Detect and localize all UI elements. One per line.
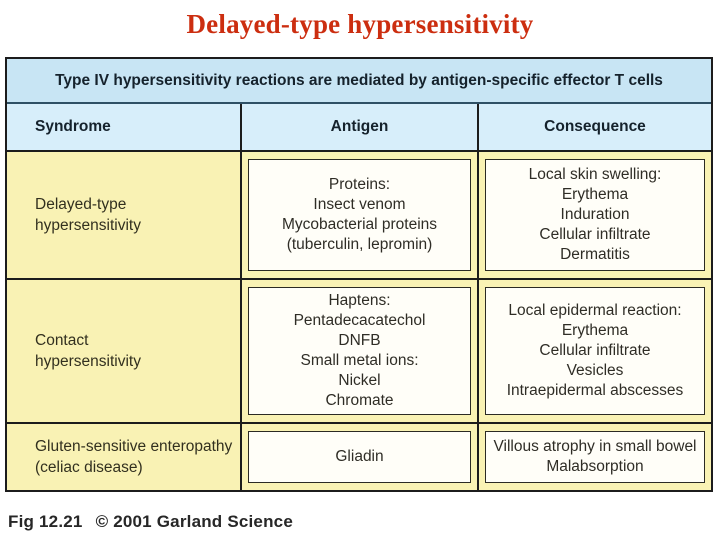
table-row-2-syndrome-cell: Contact hypersensitivity <box>7 280 242 424</box>
figure-number: Fig 12.21 <box>8 512 83 531</box>
syndrome-line: Delayed-type <box>35 196 127 213</box>
antigen-line: Haptens: <box>328 292 391 309</box>
consequence-line: Cellular infiltrate <box>539 226 651 243</box>
antigen-line: Small metal ions: <box>300 352 419 369</box>
antigen-line: Insect venom <box>313 196 406 213</box>
consequence-box: Local epidermal reaction: Erythema Cellu… <box>485 287 705 415</box>
table-row-2-consequence-cell: Local epidermal reaction: Erythema Cellu… <box>479 280 711 424</box>
table-row-3-syndrome-cell: Gluten-sensitive enteropathy (celiac dis… <box>7 424 242 490</box>
antigen-line: Gliadin <box>335 448 384 465</box>
antigen-line: Pentadecacatechol <box>293 312 426 329</box>
table-row-1-consequence-cell: Local skin swelling: Erythema Induration… <box>479 152 711 280</box>
consequence-line: Erythema <box>561 322 629 339</box>
antigen-line: (tuberculin, lepromin) <box>286 236 433 253</box>
syndrome-line: hypersensitivity <box>35 353 141 370</box>
antigen-boxwrap: Proteins: Insect venom Mycobacterial pro… <box>242 152 477 278</box>
table-row-2-antigen-cell: Haptens: Pentadecacatechol DNFB Small me… <box>242 280 479 424</box>
consequence-line: Local skin swelling: <box>528 166 662 183</box>
table-row-3-consequence-cell: Villous atrophy in small bowel Malabsorp… <box>479 424 711 490</box>
consequence-line: Erythema <box>561 186 629 203</box>
antigen-line: Mycobacterial proteins <box>281 216 438 233</box>
syndrome-line: Gluten-sensitive enteropathy <box>35 438 233 455</box>
consequence-line: Villous atrophy in small bowel <box>493 438 697 455</box>
antigen-box: Gliadin <box>248 431 471 483</box>
copyright-text: © 2001 Garland Science <box>95 512 293 531</box>
consequence-boxwrap: Local epidermal reaction: Erythema Cellu… <box>479 280 711 422</box>
consequence-box: Villous atrophy in small bowel Malabsorp… <box>485 431 705 483</box>
hypersensitivity-table: Type IV hypersensitivity reactions are m… <box>5 57 713 492</box>
consequence-line: Local epidermal reaction: <box>508 302 682 319</box>
antigen-line: DNFB <box>338 332 381 349</box>
consequence-box: Local skin swelling: Erythema Induration… <box>485 159 705 271</box>
figure-caption: Fig 12.21 © 2001 Garland Science <box>8 512 293 532</box>
table-row-3-antigen-cell: Gliadin <box>242 424 479 490</box>
syndrome-line: hypersensitivity <box>35 217 141 234</box>
column-header-syndrome: Syndrome <box>7 104 242 152</box>
consequence-boxwrap: Local skin swelling: Erythema Induration… <box>479 152 711 278</box>
syndrome-line: Contact <box>35 332 89 349</box>
antigen-line: Nickel <box>338 372 381 389</box>
consequence-line: Induration <box>560 206 630 223</box>
consequence-line: Vesicles <box>566 362 624 379</box>
consequence-line: Cellular infiltrate <box>539 342 651 359</box>
consequence-line: Dermatitis <box>560 246 630 263</box>
consequence-boxwrap: Villous atrophy in small bowel Malabsorp… <box>479 424 711 490</box>
table-row-1-syndrome-cell: Delayed-type hypersensitivity <box>7 152 242 280</box>
column-header-antigen: Antigen <box>242 104 479 152</box>
antigen-boxwrap: Gliadin <box>242 424 477 490</box>
antigen-box: Proteins: Insect venom Mycobacterial pro… <box>248 159 471 271</box>
antigen-boxwrap: Haptens: Pentadecacatechol DNFB Small me… <box>242 280 477 422</box>
slide-title: Delayed-type hypersensitivity <box>186 9 534 39</box>
antigen-line: Chromate <box>325 392 394 409</box>
table-row-1-antigen-cell: Proteins: Insect venom Mycobacterial pro… <box>242 152 479 280</box>
syndrome-line: (celiac disease) <box>35 459 143 476</box>
table-banner: Type IV hypersensitivity reactions are m… <box>7 59 711 104</box>
antigen-line: Proteins: <box>328 176 391 193</box>
consequence-line: Malabsorption <box>546 458 644 475</box>
antigen-box: Haptens: Pentadecacatechol DNFB Small me… <box>248 287 471 415</box>
consequence-line: Intraepidermal abscesses <box>506 382 684 399</box>
column-header-consequence: Consequence <box>479 104 711 152</box>
